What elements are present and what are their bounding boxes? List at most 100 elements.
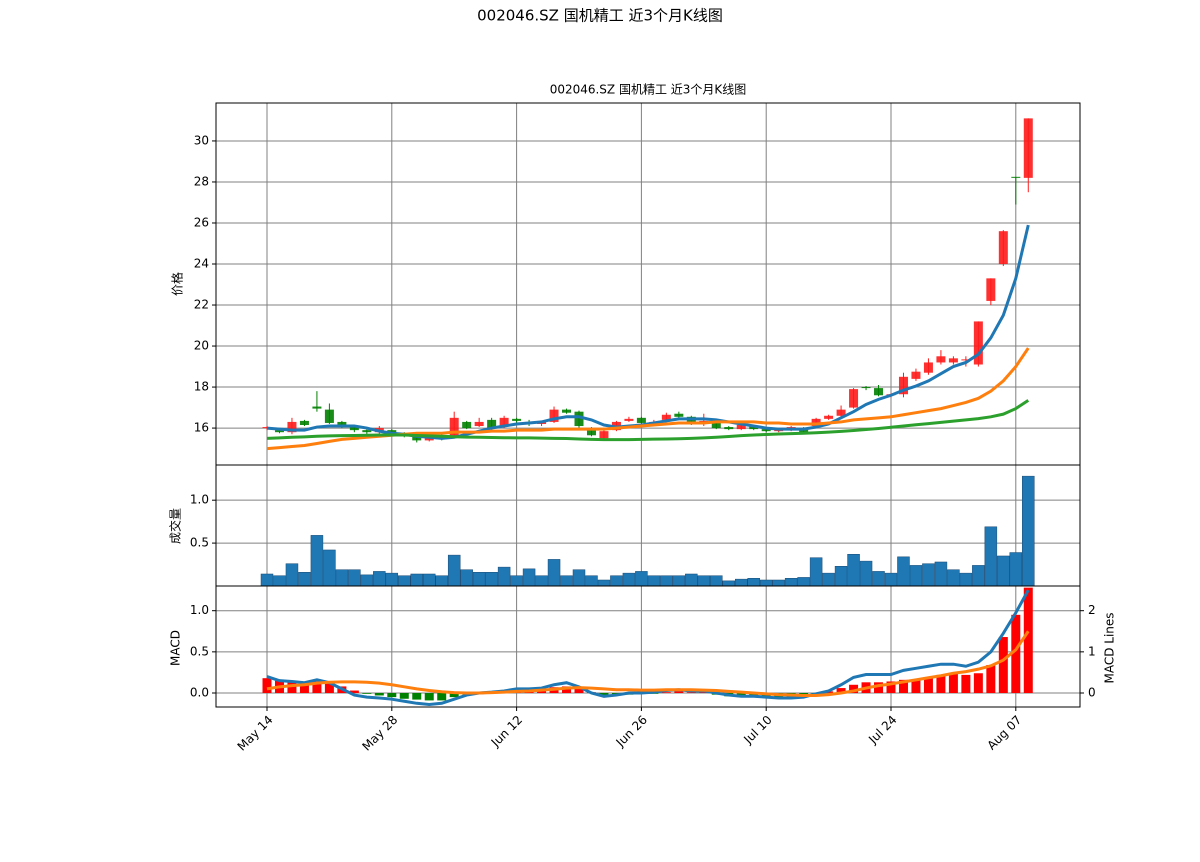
macd-line (266, 589, 1030, 707)
candle-body (923, 362, 933, 373)
macd-bar (287, 681, 297, 694)
macd-bar (923, 677, 933, 694)
volume-bar (959, 572, 973, 587)
volume-bar (772, 579, 785, 587)
volume-bar (585, 575, 598, 587)
macd-bar (874, 682, 884, 694)
macd-bar (399, 693, 409, 699)
candle-body (549, 409, 559, 422)
macd-bar (562, 686, 572, 694)
volume-bar (472, 572, 486, 587)
macd-bar (312, 681, 322, 694)
volume-bar (660, 575, 673, 587)
candle-body (449, 417, 459, 438)
candle-body (512, 418, 522, 421)
volume-bar (273, 575, 286, 587)
volume-bar (335, 569, 349, 587)
volume-bar (922, 563, 935, 587)
candle-body (636, 417, 646, 423)
candle-body (936, 356, 946, 363)
y-axis-label: MACD (169, 630, 183, 666)
macd-bar (686, 692, 696, 694)
candle-body (424, 437, 434, 441)
volume-bar (385, 572, 399, 587)
volume-bar (809, 557, 823, 587)
volume-bar (535, 575, 548, 587)
volume-bar (522, 568, 536, 587)
macd-bar (898, 679, 908, 694)
volume-bar (847, 553, 860, 587)
y-tick-label: 0.0 (190, 686, 209, 700)
y-tick-label: 16 (194, 421, 209, 435)
axes-frame (215, 585, 1081, 708)
volume-bar (597, 579, 611, 587)
volume-bar (759, 579, 773, 587)
volume-bar (647, 575, 661, 587)
y2-tick-label: 2 (1088, 603, 1096, 617)
candle-body (586, 428, 596, 436)
y-tick-label: 28 (194, 174, 209, 188)
y-tick-label: 0.5 (190, 536, 209, 550)
candle-body (387, 430, 397, 434)
macd-bar (437, 693, 447, 701)
macd-line (266, 630, 1030, 697)
volume-bar (510, 575, 523, 587)
volume-bar (497, 566, 511, 587)
volume-bar (797, 577, 810, 587)
volume-bar (734, 578, 748, 587)
candle-body (337, 421, 347, 427)
macd-bar (349, 690, 359, 694)
macd-bar (911, 679, 921, 694)
volume-bar (872, 571, 885, 587)
y-tick-label: 30 (194, 133, 209, 147)
candle-body (299, 420, 309, 426)
volume-bar (747, 578, 760, 587)
macd-bar (599, 693, 609, 696)
volume-bar (710, 575, 723, 587)
macd-bar (998, 637, 1008, 694)
volume-bar (859, 560, 873, 587)
macd-bar (374, 693, 384, 696)
candle-body (836, 409, 846, 416)
macd-bar (986, 665, 996, 694)
macd-bar (424, 693, 434, 701)
candle-body (898, 376, 908, 395)
candle-body (674, 413, 684, 417)
macd-bar (362, 693, 372, 694)
y2-tick-label: 1 (1088, 644, 1096, 658)
macd-bar (961, 674, 971, 694)
volume-bar (722, 580, 736, 587)
candle-body (986, 278, 996, 301)
volume-bar (348, 569, 361, 587)
volume-bar (685, 573, 698, 587)
volume-bar (984, 526, 998, 587)
volume-bar (934, 561, 948, 587)
macd-bar (836, 688, 846, 694)
volume-bar (884, 572, 898, 587)
volume-bar (572, 569, 586, 587)
volume-bar (972, 565, 985, 587)
candle-body (274, 430, 284, 433)
macd-bar (1023, 587, 1033, 694)
macd-bar (412, 693, 422, 700)
y-tick-label: 20 (194, 339, 209, 353)
candle-body (562, 409, 572, 413)
volume-bar (672, 575, 686, 587)
volume-bar (560, 575, 573, 587)
macd-bar (761, 693, 771, 698)
macd-bar (262, 678, 272, 694)
macd-bar (387, 693, 397, 698)
y-axis-label: 成交量 (168, 508, 183, 544)
macd-bar (948, 673, 958, 694)
macd-bar (936, 674, 946, 694)
volume-bar (947, 569, 960, 587)
macd-bar (574, 688, 584, 694)
figure-title: 002046.SZ 国机精工 近3个月K线图 (477, 7, 723, 25)
candle-body (624, 418, 634, 421)
candle-body (574, 411, 584, 427)
candle-body (412, 436, 422, 441)
moving-average-line (266, 224, 1030, 440)
macd-bar (973, 673, 983, 694)
